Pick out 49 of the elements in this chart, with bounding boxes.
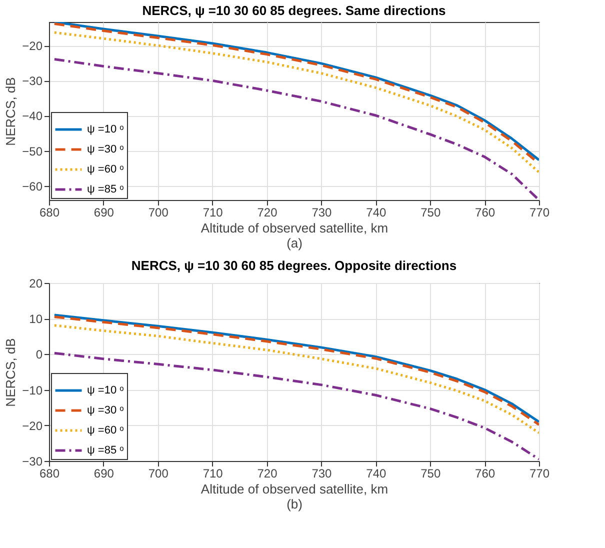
- x-tick-label: 700: [148, 466, 169, 480]
- y-tick-label: 10: [29, 312, 43, 326]
- x-tick-label: 710: [202, 466, 224, 480]
- x-tick-label: 720: [257, 466, 278, 480]
- y-tick-label: 0: [36, 348, 43, 362]
- x-tick-label: 770: [529, 206, 550, 220]
- x-tick-label: 690: [94, 466, 114, 480]
- y-tick-label: −30: [22, 454, 43, 468]
- y-tick-label: 20: [29, 276, 43, 290]
- y-tick-label: −30: [22, 74, 43, 88]
- line-series: [53, 352, 539, 460]
- legend-label: ψ =10 ᵒ: [87, 384, 124, 396]
- legend-label: ψ =10 ᵒ: [87, 124, 124, 136]
- text: (b): [286, 496, 302, 512]
- x-tick-label: 750: [420, 466, 441, 480]
- y-tick-label: −20: [22, 418, 43, 433]
- y-tick-label: −40: [22, 109, 43, 124]
- x-tick-label: 700: [148, 206, 169, 220]
- x-axis-title: Altitude of observed satellite, km: [200, 482, 388, 496]
- x-tick-label: 730: [312, 206, 332, 220]
- x-axis-title: Altitude of observed satellite, km: [200, 220, 388, 236]
- x-tick-label: 770: [529, 466, 550, 480]
- x-tick-label: 740: [366, 206, 386, 220]
- y-tick-label: −10: [22, 383, 43, 398]
- legend-label: ψ =85 ᵒ: [87, 184, 124, 196]
- legend-label: ψ =60 ᵒ: [87, 424, 124, 436]
- legend-label: ψ =60 ᵒ: [87, 164, 124, 176]
- legend-label: ψ =30 ᵒ: [87, 404, 124, 416]
- y-axis-title: NERCS, dB: [3, 338, 18, 407]
- x-tick-label: 710: [202, 206, 224, 220]
- legend-label: ψ =30 ᵒ: [87, 144, 124, 156]
- legend-label: ψ =85 ᵒ: [87, 444, 124, 456]
- x-tick-label: 760: [475, 206, 496, 220]
- text: (a): [286, 236, 302, 250]
- y-tick-label: −20: [22, 39, 43, 54]
- x-tick-label: 720: [257, 206, 278, 220]
- line-series: [53, 58, 539, 200]
- x-tick-label: 750: [420, 206, 441, 220]
- x-tick-label: 680: [39, 206, 60, 220]
- y-tick-label: −50: [22, 144, 43, 158]
- chart-title: NERCS, ψ =10 30 60 85 degrees. Same directions: [142, 3, 446, 18]
- x-tick-label: 730: [312, 466, 332, 480]
- x-tick-label: 690: [94, 206, 114, 220]
- x-tick-label: 680: [39, 466, 60, 480]
- x-tick-label: 740: [366, 466, 386, 480]
- y-tick-label: −60: [22, 179, 43, 194]
- x-tick-label: 760: [475, 466, 496, 480]
- y-axis-title: NERCS, dB: [3, 77, 18, 146]
- chart-title: NERCS, ψ =10 30 60 85 degrees. Opposite directions: [131, 258, 457, 273]
